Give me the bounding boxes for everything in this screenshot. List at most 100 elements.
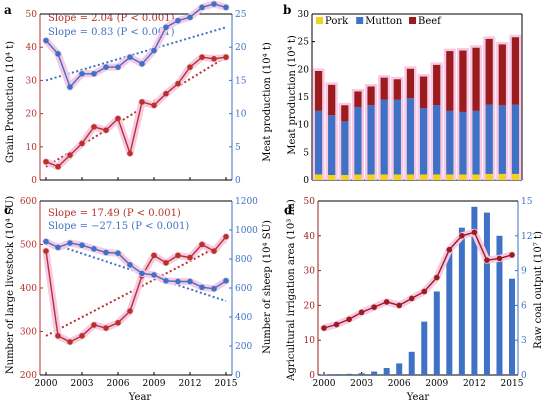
panel-c-blue-point-7 xyxy=(127,262,133,268)
panel-a-red-point-10 xyxy=(163,90,169,97)
panel-b-bar-beef-12 xyxy=(472,47,480,111)
panel-d-irrigation-point-2 xyxy=(346,316,352,323)
panel-a-right-ylabel: Meat production (10⁴ t) xyxy=(262,42,273,162)
panel-a-blue-point-14 xyxy=(211,1,217,7)
panel-b-bar-pork-0 xyxy=(314,174,323,180)
panel-a-left-tick-2: 20 xyxy=(26,110,38,120)
panel-c-blue-point-2 xyxy=(67,240,73,246)
panel-b-bar-mutton-3 xyxy=(354,106,362,175)
panel-b-bar-beef-2 xyxy=(341,105,349,122)
panel-b-bar-beef-11 xyxy=(459,50,467,112)
panel-c-red-line xyxy=(45,236,227,343)
panel-d-x-tick-4: 2012 xyxy=(463,379,486,389)
panel-b-bar-mutton-14 xyxy=(498,105,506,174)
panel-b-bar-mutton-15 xyxy=(511,104,520,174)
panel-a-red-point-14 xyxy=(211,56,217,62)
panel-d-left-tick-4: 40 xyxy=(304,232,316,242)
panel-d-irrigation-line xyxy=(323,231,513,329)
panel-d-irrigation-point-14 xyxy=(496,255,503,262)
panel-b-left-tick-2: 10 xyxy=(298,121,310,131)
panel-b-left-tick-3: 15 xyxy=(298,93,310,103)
panel-c-blue-point-15 xyxy=(223,277,229,284)
panel-b-bar-mutton-0 xyxy=(314,110,323,175)
panel-a-left-ylabel: Grain Production (10⁴ t) xyxy=(5,41,16,163)
panel-c-blue-point-6 xyxy=(115,250,121,256)
panel-c-x-tick-2: 2006 xyxy=(107,379,130,389)
panel-b-bar-beef-1 xyxy=(328,84,336,116)
panel-d-irrigation-point-10 xyxy=(446,246,453,253)
panel-c-slope-red: Slope = 17.49 (P < 0.001) xyxy=(48,208,181,219)
panel-a-left-tick-3: 30 xyxy=(26,76,38,86)
panel-c-red-point-14 xyxy=(211,248,217,254)
panel-a-left-tick-1: 10 xyxy=(26,143,38,153)
panel-c-red-point-5 xyxy=(103,325,109,331)
panel-c-right-tick-4: 800 xyxy=(235,255,252,265)
panel-a-slope-blue: Slope = 0.83 (P < 0.001) xyxy=(48,27,175,38)
panel-d-bar-14 xyxy=(496,235,503,375)
panel-c-right-tick-5: 1000 xyxy=(235,226,258,236)
panel-d-right-tick-0: 0 xyxy=(521,371,527,381)
panel-c-left-ylabel: Number of large livestock (10⁴ SU) xyxy=(5,196,16,374)
panel-d-left-tick-2: 20 xyxy=(304,301,316,311)
panel-b-bar-pork-12 xyxy=(472,174,480,180)
panel-b-left-tick-6: 30 xyxy=(298,10,310,20)
panel-a-red-point-5 xyxy=(103,127,109,133)
panel-c-red-point-9 xyxy=(151,252,157,259)
panel-a-red-point-9 xyxy=(151,102,157,109)
panel-a-red-point-12 xyxy=(187,64,193,70)
panel-b-bar-beef-13 xyxy=(485,38,493,105)
panel-b-bar-mutton-12 xyxy=(472,110,480,175)
panel-d-x-tick-0: 2000 xyxy=(313,379,336,389)
panel-b-bar-mutton-13 xyxy=(485,104,493,174)
panel-d-right-tick-4: 12 xyxy=(521,232,532,242)
panel-d-irrigation-point-0 xyxy=(321,325,327,331)
panel-d-left-tick-1: 10 xyxy=(304,336,316,346)
panel-b-bar-mutton-1 xyxy=(328,115,336,176)
panel-a-blue-point-1 xyxy=(55,51,61,57)
panel-b-label: b xyxy=(283,3,291,17)
panel-a-red-point-2 xyxy=(67,152,73,158)
panel-a-red-point-7 xyxy=(127,150,133,157)
panel-c-blue-point-12 xyxy=(187,278,193,285)
panel-a-right-tick-1: 5 xyxy=(235,143,241,153)
panel-b-legend-label-1: Mutton xyxy=(365,16,403,27)
panel-b-left-tick-4: 20 xyxy=(298,65,310,75)
panel-a-left-tick-0: 0 xyxy=(31,176,37,186)
panel-d-right-ylabel: Raw coal output (10⁷ t) xyxy=(533,231,544,349)
panel-d-x-tick-1: 2003 xyxy=(350,379,373,389)
panel-c-x-tick-5: 2015 xyxy=(215,379,238,389)
panel-d-bar-12 xyxy=(471,206,478,375)
panel-b-bar-mutton-10 xyxy=(446,110,454,175)
panel-c-left-tick-1: 300 xyxy=(20,328,37,338)
panel-b-bar-pork-8 xyxy=(419,174,428,180)
panel-c-right-tick-2: 400 xyxy=(235,313,252,323)
panel-b-bar-beef-7 xyxy=(406,68,415,99)
panel-d-bar-6 xyxy=(396,363,403,375)
panel-a-blue-point-13 xyxy=(199,4,205,11)
panel-c-right-tick-6: 1200 xyxy=(235,197,258,207)
panel-a-right-tick-5: 25 xyxy=(235,10,247,20)
panel-c-blue-point-3 xyxy=(79,242,85,249)
panel-b-left-tick-0: 0 xyxy=(303,176,309,186)
panel-d-irrigation-point-7 xyxy=(408,295,415,302)
panel-c-blue-point-11 xyxy=(175,278,181,285)
panel-a-blue-point-5 xyxy=(103,64,109,70)
panel-b-bar-beef-4 xyxy=(367,86,375,106)
panel-a-blue-point-3 xyxy=(79,70,85,77)
panel-c-right-tick-3: 600 xyxy=(235,284,252,294)
panel-b-bar-pork-1 xyxy=(328,175,336,180)
panel-b-bar-beef-6 xyxy=(393,79,401,100)
panel-d-right-tick-1: 3 xyxy=(521,336,527,346)
panel-b: b Meat production (10⁴ t) 0 5 10 15 20 25 30 Po… xyxy=(283,3,523,186)
panel-c-red-point-11 xyxy=(175,252,181,259)
panel-d-left-tick-5: 50 xyxy=(304,197,316,207)
panel-c-blue-point-4 xyxy=(91,246,97,252)
panel-d-bar-11 xyxy=(458,227,465,375)
panel-b-bar-mutton-8 xyxy=(419,108,428,175)
panel-a-red-point-4 xyxy=(91,124,97,130)
panel-a-blue-point-11 xyxy=(175,17,181,24)
panel-d-irrigation-point-5 xyxy=(383,299,390,305)
panel-b-ylabel: Meat production (10⁴ t) xyxy=(287,35,298,155)
panel-b-bar-pork-6 xyxy=(393,174,401,180)
panel-d-right-tick-3: 9 xyxy=(521,267,527,277)
